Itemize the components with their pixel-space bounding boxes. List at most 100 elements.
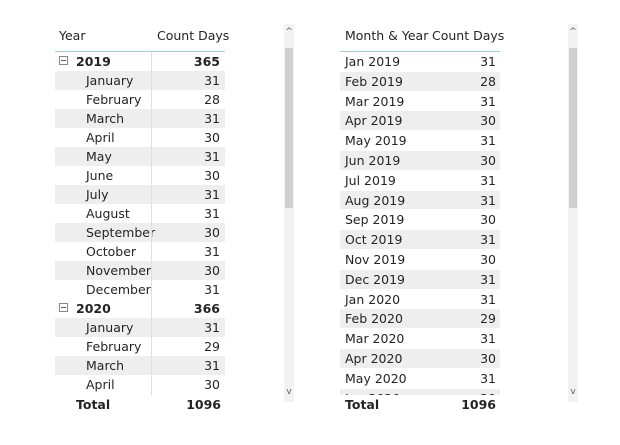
table-row[interactable]: Jun 2019 30 [340,150,500,171]
matrix-month-row[interactable]: April 30 [55,128,225,147]
scrollbar-thumb[interactable] [569,48,577,208]
table-row[interactable]: Jan 2020 31 [340,290,500,310]
scroll-down-icon[interactable]: v [286,387,292,397]
row-label: July [86,187,109,202]
table-row[interactable]: Aug 2019 31 [340,190,500,211]
row-value: 30 [480,212,496,228]
row-value: 30 [480,113,496,129]
matrix-month-row[interactable]: July 31 [55,185,225,204]
row-label: Mar 2020 [345,331,405,347]
table-row[interactable]: Nov 2019 30 [340,250,500,270]
table-row[interactable]: Feb 2019 28 [340,71,500,92]
total-value: 1096 [186,397,221,412]
table-row[interactable]: Mar 2020 31 [340,329,500,349]
row-value: 31 [480,291,496,307]
table-row[interactable]: May 2020 31 [340,369,500,389]
row-value: 31 [480,331,496,347]
row-label: November [86,263,152,278]
row-label: Jul 2019 [345,172,396,188]
row-label: Jun 2019 [345,152,401,168]
row-label: January [86,320,134,335]
matrix-month-row[interactable]: February 29 [55,337,225,356]
row-value: 30 [480,350,496,366]
scrollbar-thumb[interactable] [285,48,293,208]
matrix-scrollbar[interactable]: ^ v [284,24,294,402]
header-divider [55,51,225,52]
row-label: Jan 2020 [345,291,401,307]
header-month-year[interactable]: Month & Year [345,28,429,43]
matrix-month-row[interactable]: September 30 [55,223,225,242]
row-value: 31 [204,244,220,259]
header-count-days[interactable]: Count Days [432,28,505,43]
row-label: October [86,244,137,259]
row-label: February [86,92,142,107]
row-value: 30 [204,225,220,240]
row-value: 31 [480,370,496,386]
scroll-up-icon[interactable]: ^ [569,27,577,37]
matrix-year-row[interactable]: 2019 365 [55,52,225,71]
table-scrollbar[interactable]: ^ v [568,24,578,402]
table-rows: Jan 2019 31 Feb 2019 28 Mar 2019 31 Apr 2019 30… [340,52,500,413]
table-row[interactable]: Mar 2019 31 [340,92,500,112]
table-row[interactable]: Feb 2020 29 [340,309,500,330]
row-label: May 2020 [345,370,407,386]
collapse-minus-icon[interactable] [59,56,68,65]
matrix-month-row[interactable]: January 31 [55,71,225,90]
row-value: 30 [204,263,220,278]
scroll-down-icon[interactable]: v [570,387,576,397]
table-row[interactable]: Dec 2019 31 [340,269,500,290]
header-year[interactable]: Year [59,28,86,43]
row-value: 31 [480,232,496,248]
table-row[interactable]: Oct 2019 31 [340,230,500,250]
matrix-month-row[interactable]: February 28 [55,90,225,109]
table-row[interactable]: Apr 2020 30 [340,348,500,369]
row-value: 365 [193,54,220,69]
row-value: 29 [204,339,220,354]
row-value: 31 [204,187,220,202]
row-label: May [86,149,112,164]
row-value: 30 [480,251,496,267]
matrix-year-row[interactable]: 2020 366 [55,299,225,318]
row-value: 30 [480,152,496,168]
table-row[interactable]: Jul 2019 31 [340,171,500,191]
table-row[interactable]: Jan 2019 31 [340,52,500,72]
matrix-month-row[interactable]: March 31 [55,356,225,375]
matrix-month-row[interactable]: November 30 [55,261,225,280]
column-divider [151,52,152,412]
row-value: 31 [480,172,496,188]
matrix-month-row[interactable]: April 30 [55,375,225,394]
table-row[interactable]: May 2019 31 [340,131,500,151]
matrix-month-row[interactable]: May 31 [55,147,225,166]
row-label: Apr 2019 [345,113,403,129]
row-label: Nov 2019 [345,251,406,267]
matrix-month-row[interactable]: August 31 [55,204,225,223]
row-value: 31 [480,192,496,208]
row-value: 28 [480,73,496,89]
row-value: 366 [193,301,220,316]
table-row[interactable]: Apr 2019 30 [340,111,500,132]
header-count-days[interactable]: Count Days [157,28,230,43]
matrix-rows: 2019 365 January 31 February 28 March 31 April 30… [55,52,225,413]
row-value: 30 [204,377,220,392]
row-value: 30 [204,130,220,145]
row-label: January [86,73,134,88]
row-value: 31 [204,358,220,373]
matrix-month-row[interactable]: January 31 [55,318,225,337]
table-row[interactable]: Sep 2019 30 [340,210,500,231]
collapse-minus-icon[interactable] [59,303,68,312]
matrix-month-row[interactable]: October 31 [55,242,225,261]
row-label: March [86,111,125,126]
row-label: Feb 2020 [345,311,403,327]
matrix-month-row[interactable]: March 31 [55,109,225,128]
header-divider [340,51,500,52]
scroll-up-icon[interactable]: ^ [285,27,293,37]
matrix-month-row[interactable]: June 30 [55,166,225,185]
month-year-table-visual[interactable]: Month & Year Count Days Jan 2019 31 Feb 20… [340,22,580,417]
row-value: 31 [204,282,220,297]
row-label: Aug 2019 [345,192,406,208]
total-label: Total [76,397,111,412]
year-matrix-visual[interactable]: Year Count Days 2019 365 January 31 February… [55,22,295,417]
matrix-month-row[interactable]: December 31 [55,280,225,299]
row-label: Feb 2019 [345,73,403,89]
row-label: Mar 2019 [345,93,405,109]
